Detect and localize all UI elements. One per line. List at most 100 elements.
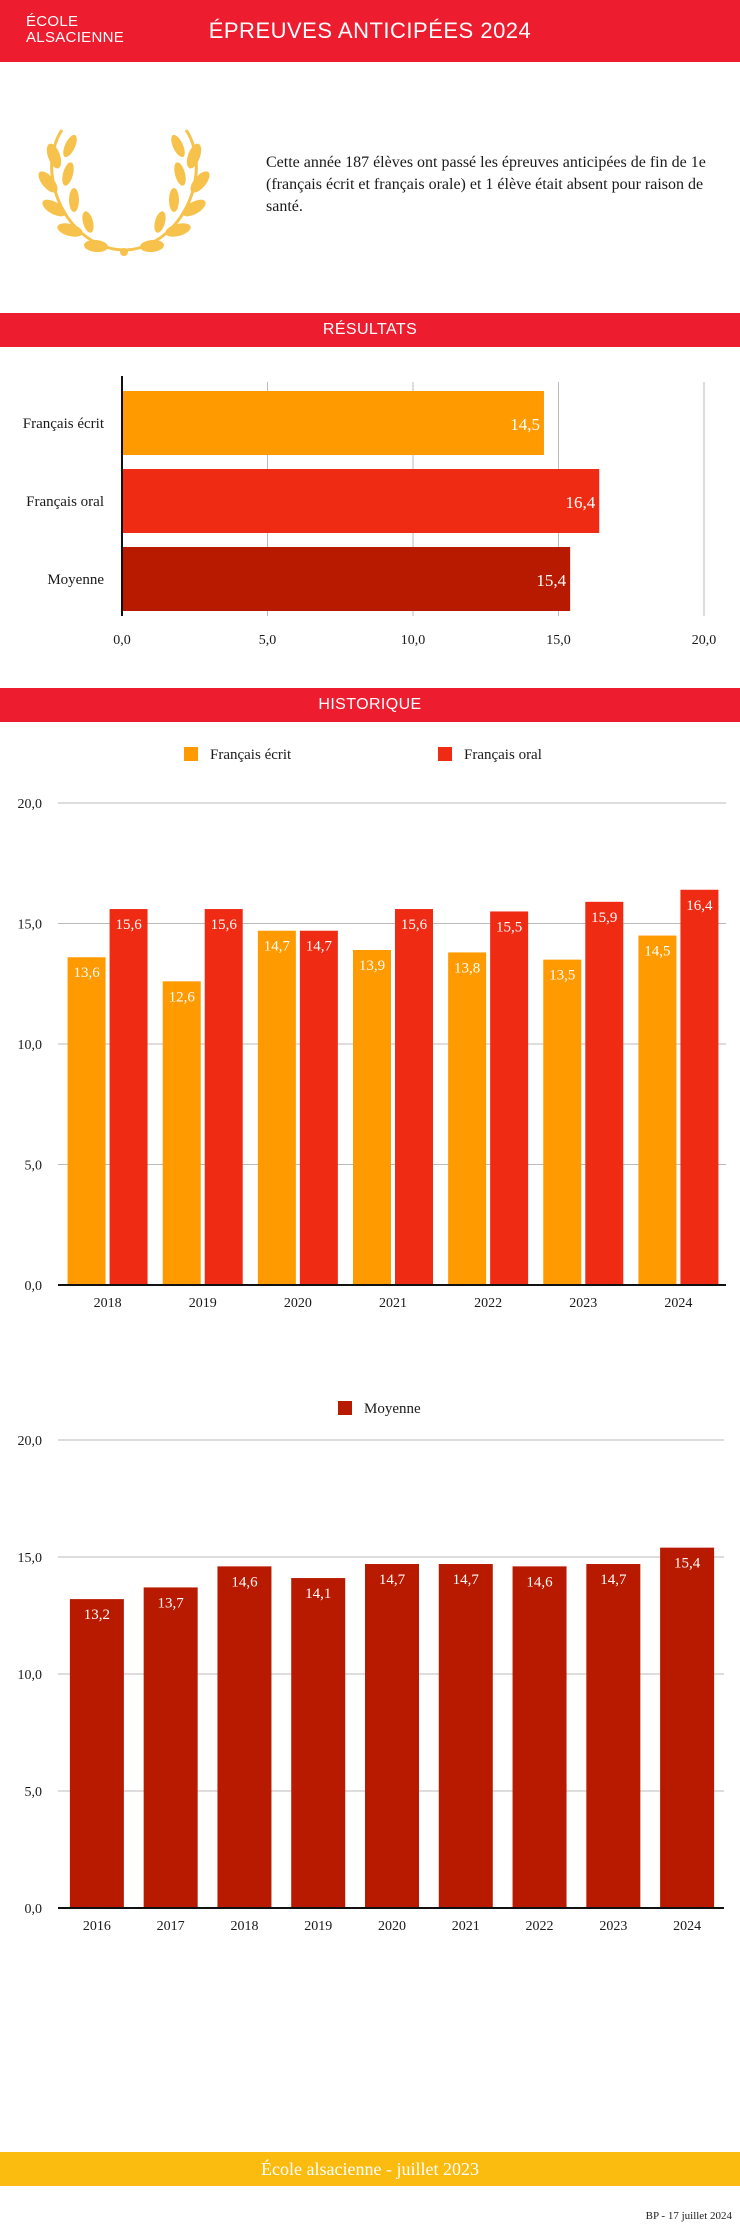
logo-line-1: ÉCOLE <box>26 13 79 30</box>
bar-value-label: 16,4 <box>565 493 595 512</box>
laurel-wreath-icon <box>38 129 210 256</box>
legend-label: Français écrit <box>210 747 292 763</box>
bar-value-label: 13,6 <box>73 965 100 981</box>
history-bar-chart: 0,0 5,0 10,0 15,0 20,0 Français écrit Français… <box>18 747 726 1311</box>
bar-2024-fran-ais-crit <box>638 935 677 1285</box>
history-section-header: HISTORIQUE <box>0 688 740 722</box>
bar-value-label: 13,9 <box>359 958 385 974</box>
x-tick-label: 5,0 <box>259 633 277 648</box>
bar-2024-fran-ais-oral <box>680 889 719 1285</box>
x-tick-label: 2021 <box>452 1919 480 1934</box>
y-tick-label: 0,0 <box>25 1902 43 1917</box>
x-tick-label: 2022 <box>526 1919 554 1934</box>
x-tick-label: 2021 <box>379 1296 407 1311</box>
bar-2023-fran-ais-oral <box>585 901 624 1285</box>
bar-value-label: 14,7 <box>379 1572 406 1588</box>
bar-2019-fran-ais-crit <box>162 981 201 1285</box>
bar-value-label: 13,5 <box>549 968 575 984</box>
bar-value-label: 14,5 <box>644 944 670 960</box>
bar-2021-fran-ais-crit <box>353 950 391 1285</box>
bar-2018-fran-ais-oral <box>109 909 148 1285</box>
legend-label: Français oral <box>464 747 542 763</box>
bar-2021-fran-ais-oral <box>395 909 433 1285</box>
bar-value-label: 13,7 <box>158 1595 185 1611</box>
x-tick-label: 2022 <box>474 1296 502 1311</box>
bar-2018-moyenne <box>217 1566 272 1908</box>
x-tick-label: 2017 <box>157 1919 185 1934</box>
logo-line-2: ALSACIENNE <box>26 29 125 46</box>
y-tick-label: 5,0 <box>25 1159 43 1174</box>
bar-value-label: 15,5 <box>496 919 522 935</box>
results-section-header: RÉSULTATS <box>0 313 740 347</box>
bar-value-label: 15,9 <box>591 910 617 926</box>
x-tick-label: 2020 <box>284 1296 312 1311</box>
results-bar-chart: 0,0 5,0 10,0 15,0 20,0 14,5 Français écrit 16,4… <box>23 376 717 648</box>
bar-2022-fran-ais-crit <box>448 952 487 1285</box>
bar-value-label: 14,6 <box>526 1574 553 1590</box>
bar-value-label: 12,6 <box>169 989 196 1005</box>
y-tick-label: 5,0 <box>25 1785 43 1800</box>
intro-text: Cette année 187 élèves ont passé les épr… <box>266 154 706 215</box>
bar-value-label: 13,2 <box>84 1607 110 1623</box>
legend-swatch <box>184 747 198 761</box>
bar-moyenne <box>122 547 571 611</box>
legend-swatch <box>438 747 452 761</box>
x-tick-label: 2023 <box>599 1919 627 1934</box>
category-label: Moyenne <box>47 572 104 588</box>
footer-credit: BP - 17 juillet 2024 <box>645 2210 732 2222</box>
bar-2022-moyenne <box>512 1566 567 1908</box>
x-tick-label: 2020 <box>378 1919 406 1934</box>
school-logo: ÉCOLE ALSACIENNE <box>26 14 124 46</box>
bar-value-label: 15,6 <box>401 917 428 933</box>
bar-2023-fran-ais-crit <box>543 959 582 1285</box>
category-label: Français écrit <box>23 416 105 432</box>
bar-value-label: 15,6 <box>211 917 238 933</box>
average-bar-chart: 0,0 5,0 10,0 15,0 20,0 Moyenne 13,2 2016 13,7 201… <box>18 1401 724 1934</box>
bar-fran-ais-crit <box>122 391 544 455</box>
bar-value-label: 15,4 <box>674 1556 701 1572</box>
bar-2020-fran-ais-crit <box>257 930 296 1285</box>
x-tick-label: 2019 <box>304 1919 332 1934</box>
x-tick-label: 2023 <box>569 1296 597 1311</box>
x-tick-label: 2018 <box>230 1919 258 1934</box>
bar-value-label: 14,7 <box>264 939 291 955</box>
page-title: ÉPREUVES ANTICIPÉES 2024 <box>208 18 532 43</box>
x-tick-label: 0,0 <box>113 633 131 648</box>
bar-value-label: 14,1 <box>305 1586 331 1602</box>
y-tick-label: 0,0 <box>25 1279 43 1294</box>
legend-swatch <box>338 1401 352 1415</box>
category-label: Français oral <box>26 494 104 510</box>
bar-value-label: 15,6 <box>115 917 142 933</box>
x-tick-label: 2024 <box>664 1296 692 1311</box>
bar-2019-fran-ais-oral <box>204 909 243 1285</box>
bar-2016-moyenne <box>69 1599 124 1908</box>
bar-2021-moyenne <box>438 1564 493 1908</box>
y-tick-label: 15,0 <box>18 1551 43 1566</box>
y-tick-label: 20,0 <box>18 797 43 812</box>
x-tick-label: 15,0 <box>546 633 571 648</box>
x-tick-label: 10,0 <box>401 633 426 648</box>
x-tick-label: 20,0 <box>692 633 717 648</box>
bar-value-label: 15,4 <box>536 571 566 590</box>
y-tick-label: 20,0 <box>18 1434 43 1449</box>
bar-fran-ais-oral <box>122 469 600 533</box>
header-bar: ÉCOLE ALSACIENNE ÉPREUVES ANTICIPÉES 202… <box>0 0 740 62</box>
bar-value-label: 13,8 <box>454 960 480 976</box>
bar-value-label: 14,7 <box>306 939 333 955</box>
x-tick-label: 2018 <box>94 1296 122 1311</box>
bar-2020-moyenne <box>365 1564 419 1908</box>
bar-2019-moyenne <box>291 1578 346 1908</box>
x-tick-label: 2019 <box>189 1296 217 1311</box>
bar-2023-moyenne <box>586 1564 641 1908</box>
bar-2018-fran-ais-crit <box>67 957 106 1285</box>
bar-value-label: 14,6 <box>231 1574 258 1590</box>
bar-value-label: 16,4 <box>686 898 713 914</box>
bar-value-label: 14,7 <box>600 1572 627 1588</box>
bar-value-label: 14,7 <box>453 1572 480 1588</box>
legend-label: Moyenne <box>364 1401 421 1417</box>
bar-2022-fran-ais-oral <box>490 911 529 1285</box>
bar-2017-moyenne <box>143 1587 198 1908</box>
bar-2020-fran-ais-oral <box>299 930 338 1285</box>
y-tick-label: 10,0 <box>18 1038 43 1053</box>
bar-value-label: 14,5 <box>510 415 540 434</box>
